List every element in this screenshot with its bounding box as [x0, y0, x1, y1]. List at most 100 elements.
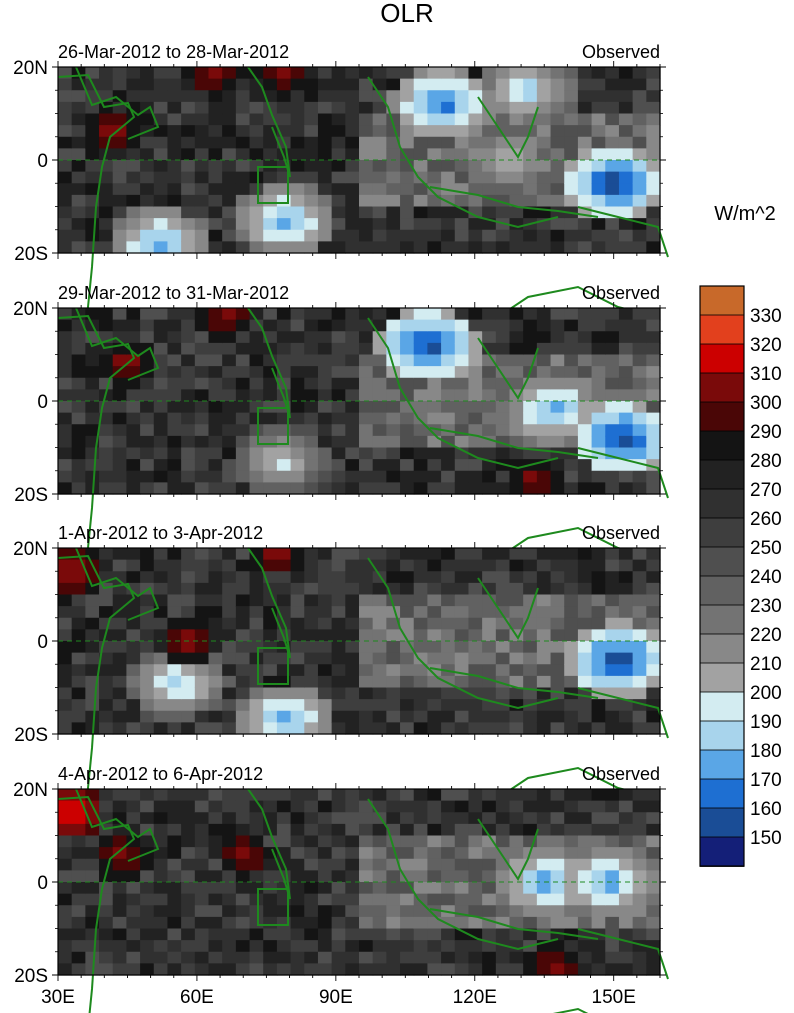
olr-cell — [167, 194, 182, 208]
olr-cell — [386, 789, 401, 802]
olr-cell — [167, 722, 182, 735]
olr-cell — [99, 78, 114, 91]
olr-cell — [153, 916, 169, 930]
olr-cell — [359, 870, 374, 883]
olr-cell — [290, 160, 305, 173]
olr-cell — [181, 136, 196, 149]
olr-cell — [468, 78, 483, 91]
olr-cell — [454, 963, 470, 976]
colorbar-level-label: 310 — [750, 364, 782, 385]
olr-cell — [482, 664, 497, 677]
olr-cell — [427, 571, 442, 584]
olr-cell — [359, 241, 374, 254]
olr-cell — [400, 78, 415, 91]
olr-cell — [468, 652, 483, 665]
olr-cell — [235, 160, 251, 173]
olr-cell — [85, 67, 100, 80]
olr-cell — [208, 331, 223, 344]
olr-cell — [263, 447, 278, 460]
olr-cell — [153, 687, 169, 700]
olr-cell — [413, 229, 429, 242]
olr-cell — [126, 940, 141, 953]
olr-cell — [235, 675, 251, 689]
olr-cell — [495, 160, 511, 173]
olr-cell — [317, 847, 333, 860]
olr-cell — [140, 882, 155, 895]
olr-cell — [577, 67, 593, 80]
olr-cell — [235, 412, 251, 425]
olr-cell — [536, 113, 552, 126]
olr-cell — [632, 412, 647, 425]
olr-cell — [605, 308, 620, 321]
olr-cell — [71, 835, 86, 848]
olr-cell — [386, 870, 401, 883]
olr-cell — [591, 389, 606, 402]
olr-cell — [372, 171, 387, 184]
olr-cell — [646, 424, 661, 437]
olr-cell — [400, 218, 415, 231]
olr-cell — [140, 800, 155, 813]
olr-cell — [304, 858, 319, 871]
olr-cell — [331, 229, 346, 242]
olr-cell — [317, 699, 333, 712]
olr-cell — [427, 319, 442, 332]
olr-cell — [454, 366, 470, 379]
olr-cell — [181, 675, 196, 689]
olr-cell — [317, 916, 333, 930]
olr-cell — [249, 594, 264, 607]
olr-cell — [235, 401, 251, 414]
olr-cell — [413, 206, 429, 219]
olr-cell — [331, 148, 346, 161]
olr-cell — [167, 928, 182, 941]
olr-cell — [153, 858, 169, 871]
colorbar-level-label: 170 — [750, 770, 782, 791]
olr-cell — [564, 675, 579, 689]
olr-cell — [71, 366, 86, 379]
olr-cell — [140, 652, 155, 665]
olr-cell — [167, 424, 182, 437]
olr-cell — [167, 652, 182, 665]
olr-cell — [222, 882, 237, 895]
panel-date-range: 1-Apr-2012 to 3-Apr-2012 — [58, 523, 263, 543]
olr-cell — [482, 308, 497, 321]
olr-cell — [618, 617, 634, 630]
olr-cell — [140, 870, 155, 883]
olr-cell — [263, 412, 278, 425]
olr-cell — [71, 459, 86, 472]
olr-cell — [194, 594, 210, 607]
olr-cell — [386, 652, 401, 665]
olr-cell — [536, 470, 552, 483]
olr-cell — [263, 548, 278, 561]
olr-cell — [290, 548, 305, 561]
olr-cell — [482, 606, 497, 619]
olr-cell — [276, 90, 292, 103]
olr-cell — [290, 101, 305, 115]
olr-cell — [126, 675, 141, 689]
olr-cell — [194, 401, 210, 414]
olr-cell — [400, 136, 415, 149]
olr-cell — [153, 241, 169, 254]
olr-cell — [550, 148, 565, 161]
olr-cell — [235, 893, 251, 906]
olr-cell — [482, 559, 497, 572]
olr-cell — [509, 951, 524, 964]
olr-cell — [509, 194, 524, 208]
olr-cell — [618, 78, 634, 91]
olr-cell — [413, 928, 429, 941]
olr-cell — [386, 882, 401, 895]
olr-cell — [263, 835, 278, 848]
olr-cell — [413, 916, 429, 930]
olr-cell — [550, 951, 565, 964]
olr-cell — [126, 447, 141, 460]
olr-cell — [618, 229, 634, 242]
olr-cell — [577, 319, 593, 332]
olr-cell — [85, 342, 100, 356]
olr-cell — [290, 459, 305, 472]
olr-cell — [126, 882, 141, 895]
olr-cell — [646, 675, 661, 689]
olr-cell — [153, 101, 169, 115]
olr-cell — [263, 710, 278, 723]
olr-cell — [413, 101, 429, 115]
olr-cell — [112, 675, 128, 689]
olr-cell — [605, 101, 620, 115]
